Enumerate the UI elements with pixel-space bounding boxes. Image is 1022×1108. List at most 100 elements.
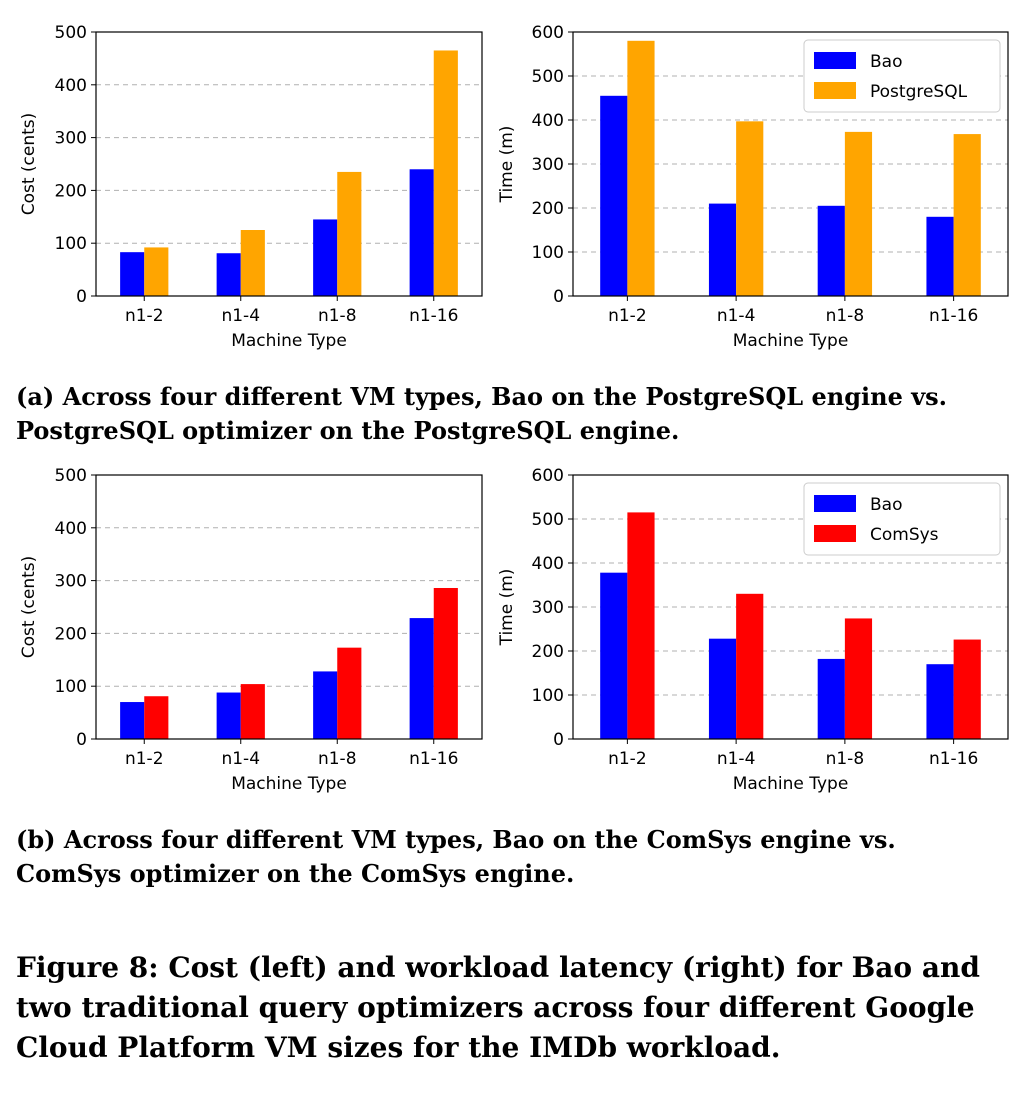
bar-comsys-n1-8 (337, 647, 362, 739)
bar-bao-n1-4 (216, 253, 241, 296)
y-axis-label: Cost (cents) (19, 556, 39, 659)
x-tick-label: n1-16 (409, 749, 458, 769)
chart-a-time: 0 100 200 300 400 500 600 n1-2 n1-4 n1-8 n1-16 Mach… (497, 23, 1009, 351)
y-axis-label: Cost (cents) (19, 113, 39, 216)
x-tick-label: n1-4 (717, 306, 756, 326)
y-tick-label: 400 (55, 519, 87, 539)
x-tick-label: n1-8 (318, 306, 357, 326)
y-tick-label: 200 (532, 199, 564, 219)
x-tick-label: n1-4 (717, 749, 756, 769)
y-tick-label: 400 (532, 111, 564, 131)
subfigure-caption-b: (b) Across four different VM types, Bao … (16, 825, 896, 888)
legend-swatch-comsys (814, 525, 856, 542)
bar-bao-n1-2 (120, 252, 145, 296)
bar-postgresql-n1-4 (240, 230, 265, 296)
y-tick-label: 300 (55, 572, 87, 592)
legend: Bao ComSys (803, 482, 1001, 556)
bar-postgresql-n1-2 (144, 247, 169, 296)
bar-comsys-n1-8 (844, 618, 873, 739)
y-axis-label: Time (m) (497, 126, 517, 204)
x-tick-label: n1-4 (221, 306, 260, 326)
x-tick-label: n1-2 (125, 306, 164, 326)
x-tick-label: n1-2 (125, 749, 164, 769)
y-tick-label: 0 (553, 287, 564, 307)
x-axis-label: Machine Type (231, 774, 347, 794)
chart-b-time: 0 100 200 300 400 500 600 n1-2 n1-4 n1-8 n1-16 Mach… (497, 466, 1009, 794)
bar-bao-n1-2 (600, 95, 628, 296)
bar-bao-n1-8 (313, 219, 338, 296)
y-tick-label: 400 (55, 76, 87, 96)
y-tick-label: 600 (532, 466, 564, 486)
bar-comsys-n1-16 (433, 587, 458, 739)
x-axis-label: Machine Type (733, 774, 849, 794)
bar-bao-n1-8 (817, 205, 845, 296)
x-tick-label: n1-2 (608, 749, 647, 769)
bar-bao-n1-4 (708, 203, 737, 296)
y-tick-label: 500 (55, 23, 87, 43)
bar-postgresql-n1-2 (627, 40, 655, 296)
bar-bao-n1-8 (817, 658, 845, 739)
legend-swatch-bao (814, 495, 856, 512)
bar-bao-n1-16 (409, 618, 434, 739)
y-tick-label: 100 (55, 677, 87, 697)
y-tick-label: 0 (76, 287, 87, 307)
y-tick-label: 200 (532, 642, 564, 662)
y-tick-label: 300 (55, 129, 87, 149)
y-tick-label: 300 (532, 155, 564, 175)
bar-comsys-n1-2 (144, 696, 169, 739)
bar-comsys-n1-4 (240, 684, 265, 739)
bar-comsys-n1-4 (736, 593, 764, 739)
legend-swatch-postgresql (814, 82, 856, 99)
y-tick-label: 100 (532, 686, 564, 706)
legend: Bao PostgreSQL (803, 39, 1001, 113)
plot-frame (95, 474, 483, 740)
bar-comsys-n1-16 (953, 639, 981, 739)
y-tick-label: 0 (553, 730, 564, 750)
y-tick-label: 100 (532, 243, 564, 263)
x-tick-label: n1-8 (826, 749, 865, 769)
y-tick-label: 500 (532, 510, 564, 530)
y-tick-label: 200 (55, 624, 87, 644)
bar-bao-n1-4 (708, 638, 737, 739)
y-tick-label: 600 (532, 23, 564, 43)
chart-a-cost: 0 100 200 300 400 500 n1-2 n1-4 n1-8 n1-16 Machine… (19, 23, 483, 351)
legend-swatch-bao (814, 52, 856, 69)
y-tick-label: 300 (532, 598, 564, 618)
bar-bao-n1-16 (409, 169, 434, 296)
bar-postgresql-n1-16 (953, 134, 981, 296)
x-tick-label: n1-8 (826, 306, 865, 326)
y-tick-label: 500 (55, 466, 87, 486)
y-axis-label: Time (m) (497, 569, 517, 647)
figure-caption: Figure 8: Cost (left) and workload laten… (16, 951, 980, 1064)
bar-comsys-n1-2 (627, 512, 655, 739)
legend-label-bao: Bao (870, 52, 902, 72)
y-tick-label: 100 (55, 234, 87, 254)
bar-bao-n1-4 (216, 692, 241, 739)
y-tick-label: 200 (55, 181, 87, 201)
x-axis-label: Machine Type (231, 331, 347, 351)
x-tick-label: n1-16 (929, 306, 978, 326)
plot-frame (95, 31, 483, 297)
bar-bao-n1-16 (926, 664, 954, 739)
y-tick-label: 500 (532, 67, 564, 87)
y-tick-label: 400 (532, 554, 564, 574)
legend-label-bao: Bao (870, 495, 902, 515)
bar-postgresql-n1-4 (736, 121, 764, 296)
legend-label-comsys: ComSys (870, 525, 939, 545)
bar-bao-n1-8 (313, 671, 338, 739)
bar-postgresql-n1-16 (433, 50, 458, 297)
bar-bao-n1-2 (120, 702, 145, 739)
x-tick-label: n1-2 (608, 306, 647, 326)
x-axis-label: Machine Type (733, 331, 849, 351)
x-tick-label: n1-16 (409, 306, 458, 326)
x-tick-label: n1-16 (929, 749, 978, 769)
subfigure-caption-a: (a) Across four different VM types, Bao … (16, 382, 948, 445)
bar-bao-n1-2 (600, 572, 628, 739)
bar-bao-n1-16 (926, 216, 954, 296)
bar-postgresql-n1-8 (337, 171, 362, 296)
bar-postgresql-n1-8 (844, 131, 873, 296)
x-tick-label: n1-4 (221, 749, 260, 769)
y-tick-label: 0 (76, 730, 87, 750)
legend-label-postgresql: PostgreSQL (870, 82, 968, 102)
chart-b-cost: 0 100 200 300 400 500 n1-2 n1-4 n1-8 n1-16 Machine… (19, 466, 483, 794)
